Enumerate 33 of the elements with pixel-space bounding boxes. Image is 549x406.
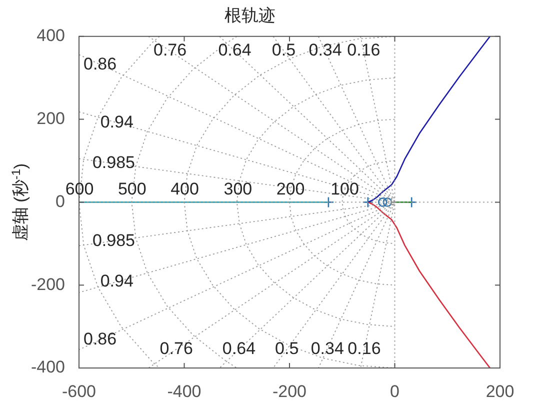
x-tick-label: 200 [486,382,514,401]
annotation: 0.94 [100,112,134,132]
annotation: 300 [224,179,252,198]
x-tick-label: 0 [390,382,400,401]
annotation: 0.5 [275,339,299,358]
y-tick-label: -400 [30,358,65,377]
annotation: 0.76 [160,339,193,358]
y-tick-label: 0 [56,192,65,211]
y-tick-label: 400 [36,26,65,46]
annotation: 0.16 [347,40,380,60]
annotation: 0.985 [92,152,136,172]
annotation: 0.64 [218,40,252,60]
annotation: 100 [330,179,359,198]
annotation: 0.16 [348,339,381,358]
y-tick-label: -200 [30,274,65,294]
annotation: 400 [170,179,199,198]
annotation: 0.64 [222,339,256,358]
chart-title: 根轨迹 [224,6,276,25]
annotation: 0.34 [310,339,344,358]
annotation: 0.5 [272,40,296,60]
x-tick-label: -400 [167,382,202,401]
annotation: 0.34 [308,40,342,60]
annotation: 200 [276,179,305,198]
annotation: 0.76 [153,40,187,60]
x-tick-label: -200 [272,382,307,401]
x-tick-label: -600 [62,382,96,401]
y-tick-label: 200 [36,108,65,128]
annotation: 500 [118,179,146,198]
annotation: 0.86 [84,54,117,74]
annotation: 0.86 [84,330,117,348]
annotation: 0.94 [100,271,134,290]
annotation: 0.985 [92,230,136,250]
y-axis-title: 虚轴 (秒-1) [9,163,30,242]
